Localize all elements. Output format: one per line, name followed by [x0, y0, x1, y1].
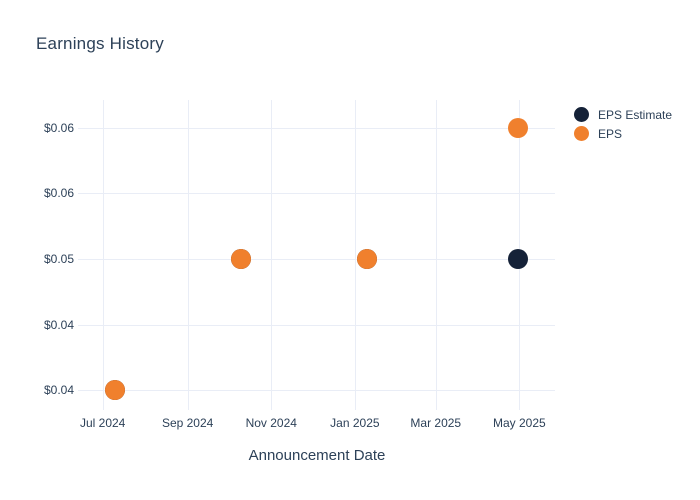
y-tick-label: $0.04 — [43, 317, 74, 332]
y-tick-label: $0.06 — [43, 120, 74, 135]
x-gridline — [435, 100, 437, 410]
x-axis-title: Announcement Date — [248, 447, 386, 464]
data-point-eps[interactable] — [507, 117, 528, 138]
y-gridline — [78, 390, 555, 392]
x-tick-label: Jul 2024 — [79, 416, 126, 430]
chart-title: Earnings History — [36, 34, 164, 53]
legend-label-eps-estimate: EPS Estimate — [598, 107, 673, 122]
legend-label-eps: EPS — [598, 126, 623, 141]
x-gridline — [102, 100, 104, 410]
x-tick-label: May 2025 — [493, 416, 546, 430]
x-tick-label: Mar 2025 — [410, 416, 462, 430]
data-point-eps-estimate[interactable] — [507, 248, 528, 269]
legend-marker-eps-estimate-icon — [574, 107, 589, 122]
y-tick-label: $0.04 — [43, 383, 74, 398]
y-gridline — [78, 324, 555, 326]
x-gridline — [187, 100, 189, 410]
y-gridline — [78, 258, 555, 260]
y-tick-label: $0.05 — [43, 251, 74, 266]
x-tick-label: Jan 2025 — [330, 416, 380, 430]
data-point-eps[interactable] — [105, 380, 125, 401]
y-tick-label: $0.06 — [43, 186, 74, 201]
y-gridline — [78, 193, 555, 195]
legend-marker-eps-icon — [574, 126, 589, 141]
x-gridline — [271, 100, 273, 410]
x-gridline — [354, 100, 356, 410]
chart-legend: EPS Estimate EPS — [574, 107, 672, 141]
x-tick-label: Nov 2024 — [245, 416, 297, 430]
data-point-eps[interactable] — [357, 248, 378, 269]
x-tick-label: Sep 2024 — [161, 416, 214, 430]
y-gridline — [78, 127, 555, 129]
legend-item-eps-estimate[interactable]: EPS Estimate — [574, 107, 672, 122]
data-point-eps[interactable] — [231, 248, 252, 269]
legend-item-eps[interactable]: EPS — [574, 126, 672, 141]
